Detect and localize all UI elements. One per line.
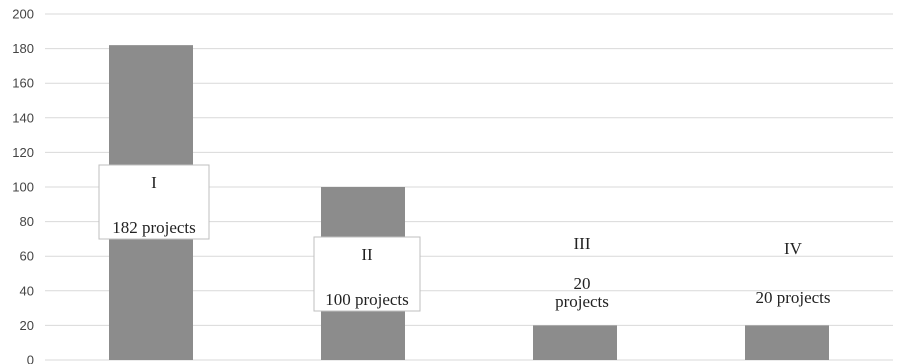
y-tick-label: 120 (12, 145, 34, 160)
y-tick-label: 100 (12, 180, 34, 195)
y-axis: 0 20 40 60 80 100 120 140 160 180 200 (12, 7, 34, 364)
data-label-line: projects (555, 292, 609, 311)
data-label-line: III (574, 234, 591, 253)
bar-IV (745, 325, 829, 360)
data-label-line: 20 (574, 274, 591, 293)
y-tick-label: 20 (20, 318, 34, 333)
data-label-line: 20 projects (755, 288, 830, 307)
data-label-box (313, 236, 421, 312)
data-label-line: 182 projects (112, 218, 196, 237)
data-label-line: 100 projects (325, 290, 409, 309)
y-tick-label: 40 (20, 283, 34, 298)
y-tick-label: 0 (27, 353, 34, 364)
y-tick-label: 200 (12, 7, 34, 22)
y-tick-label: 80 (20, 214, 34, 229)
y-tick-label: 60 (20, 249, 34, 264)
y-tick-label: 140 (12, 110, 34, 125)
data-label-line: I (151, 173, 157, 192)
bars (109, 45, 829, 360)
y-tick-label: 160 (12, 76, 34, 91)
data-label-box (98, 164, 210, 240)
data-label-line: II (361, 245, 373, 264)
data-labels: I 182 projects II 100 projects III 20projects… (98, 164, 831, 312)
y-tick-label: 180 (12, 41, 34, 56)
bar-III (533, 325, 617, 360)
data-label-line: IV (784, 239, 803, 258)
